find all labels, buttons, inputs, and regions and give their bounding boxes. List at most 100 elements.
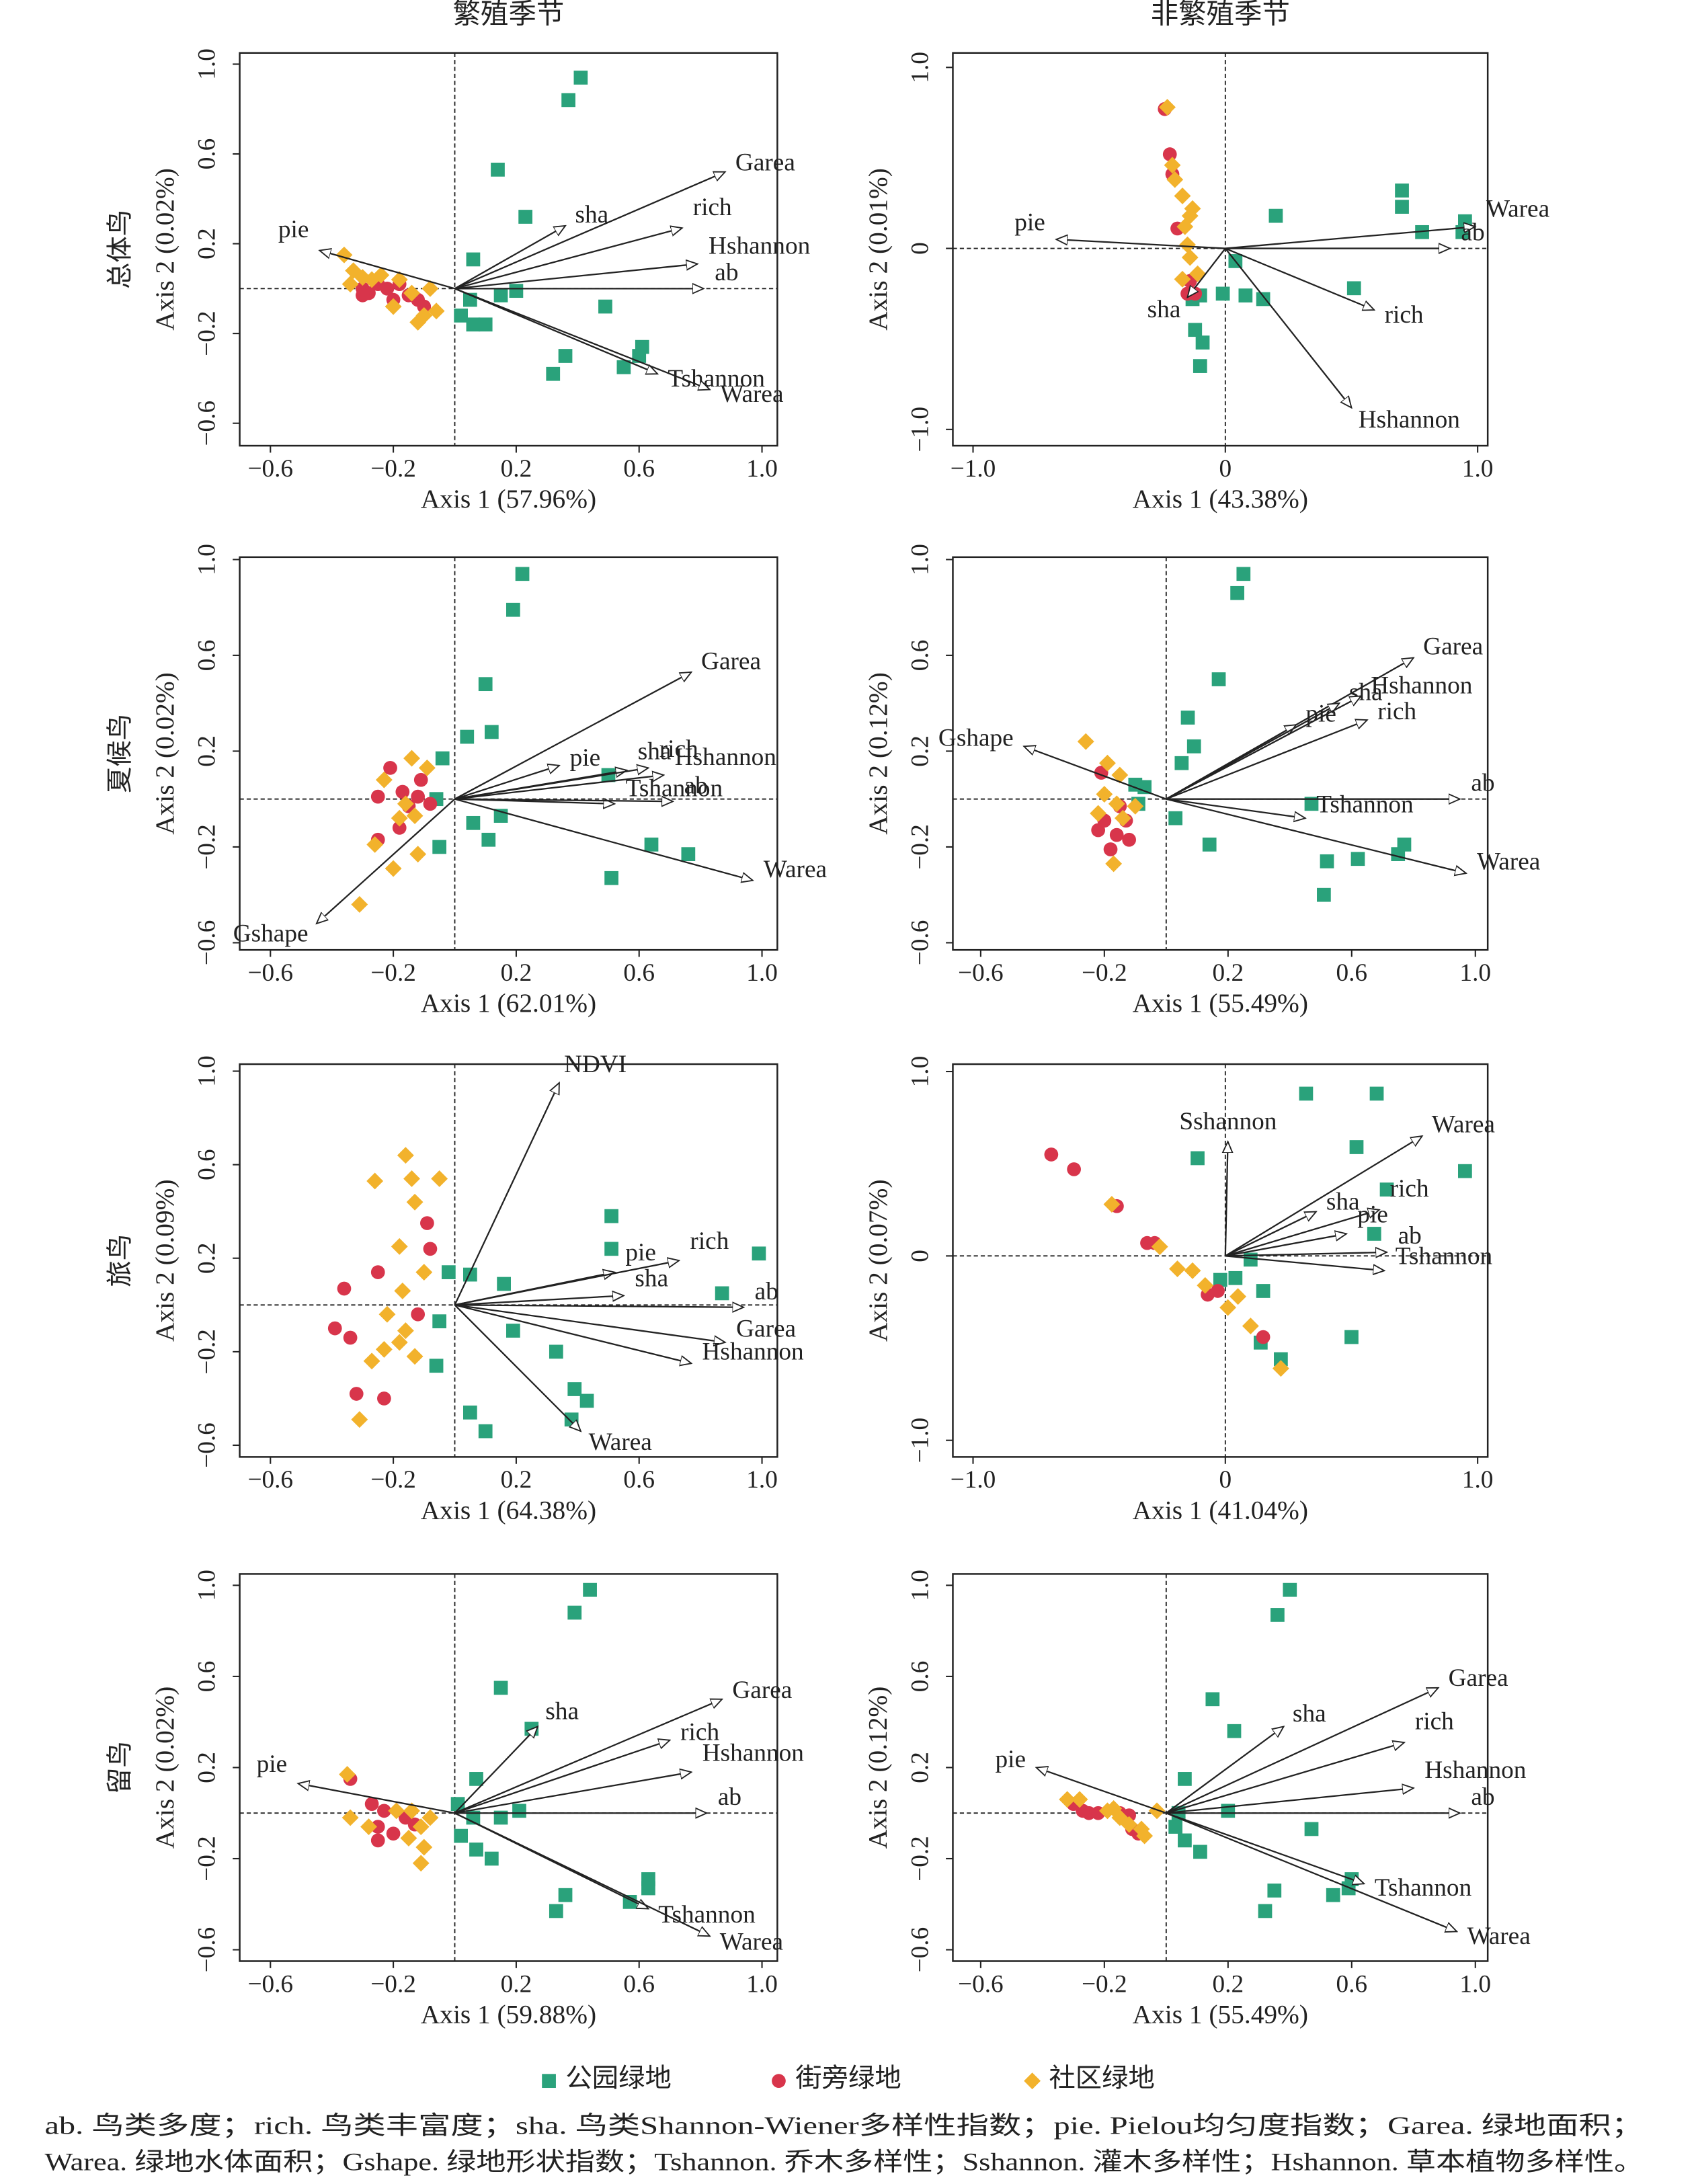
arrow bbox=[454, 1304, 692, 1363]
arrow-label: Garea bbox=[732, 1676, 792, 1704]
point bbox=[1077, 733, 1094, 750]
arrow-label: ab bbox=[1398, 1222, 1422, 1250]
point bbox=[1166, 171, 1184, 188]
arrow-label: Gshape bbox=[233, 920, 309, 948]
point bbox=[363, 1352, 380, 1370]
arrow bbox=[454, 1295, 624, 1306]
arrow bbox=[454, 1812, 710, 1937]
point bbox=[432, 1314, 447, 1329]
y-tick-label: 0.6 bbox=[194, 138, 221, 170]
arrow bbox=[1225, 1210, 1379, 1257]
arrow bbox=[1166, 1788, 1414, 1814]
x-axis-label: Axis 1 (64.38%) bbox=[421, 1495, 596, 1525]
point bbox=[420, 1216, 434, 1230]
y-axis-label: Axis 2 (0.02%) bbox=[150, 672, 179, 835]
point bbox=[431, 1170, 448, 1187]
point bbox=[478, 317, 493, 332]
x-axis-label: Axis 1 (41.04%) bbox=[1133, 1495, 1308, 1525]
point bbox=[1178, 1833, 1192, 1848]
point bbox=[392, 821, 407, 835]
point bbox=[395, 784, 410, 799]
point bbox=[370, 1265, 385, 1279]
y-axis-label: Axis 2 (0.09%) bbox=[150, 1179, 179, 1342]
arrow-label: Hshannon bbox=[709, 233, 811, 260]
arrow-label: Garea bbox=[1449, 1664, 1508, 1692]
arrow-label: ab bbox=[715, 259, 738, 286]
legend-label: 街旁绿地 bbox=[795, 2064, 901, 2093]
arrow-label: pie bbox=[257, 1750, 288, 1778]
point bbox=[1317, 887, 1331, 902]
point bbox=[370, 1833, 385, 1848]
point bbox=[549, 1344, 563, 1359]
arrow-label: Warea bbox=[589, 1428, 653, 1456]
point bbox=[356, 288, 370, 302]
point bbox=[1267, 1884, 1282, 1898]
arrow bbox=[319, 251, 455, 290]
arrow-label: NDVI bbox=[564, 1051, 627, 1078]
point bbox=[478, 1424, 493, 1439]
x-tick-label: 0.6 bbox=[623, 959, 655, 987]
y-tick-label: 0.2 bbox=[906, 1752, 934, 1783]
point bbox=[1193, 359, 1207, 373]
point bbox=[1197, 1277, 1214, 1294]
arrow bbox=[454, 1740, 670, 1814]
point bbox=[604, 1242, 618, 1256]
point bbox=[462, 1267, 477, 1282]
point bbox=[341, 276, 359, 293]
arrow-label: ab bbox=[718, 1783, 741, 1811]
plot-frame bbox=[952, 52, 1489, 447]
point bbox=[1211, 1284, 1225, 1298]
arrow-label: Tshannon bbox=[1396, 1243, 1493, 1270]
y-tick-label: −0.2 bbox=[194, 311, 221, 356]
point bbox=[1258, 1904, 1273, 1918]
point bbox=[466, 252, 481, 267]
y-tick-label: −0.2 bbox=[906, 1836, 934, 1882]
point bbox=[1168, 1820, 1182, 1834]
y-tick-label: 0.6 bbox=[194, 640, 221, 672]
point bbox=[1105, 1800, 1123, 1817]
point bbox=[335, 246, 353, 264]
arrow bbox=[1188, 247, 1226, 298]
point bbox=[460, 729, 475, 744]
arrow bbox=[1056, 239, 1225, 249]
arrow-label: Tshannon bbox=[658, 1901, 756, 1929]
x-tick-label: 0.2 bbox=[501, 959, 532, 987]
y-tick-label: −0.6 bbox=[194, 401, 221, 446]
column-title: 繁殖季节 bbox=[453, 0, 565, 29]
point bbox=[1193, 1845, 1207, 1859]
point bbox=[1179, 236, 1196, 253]
y-tick-label: 1.0 bbox=[194, 1055, 221, 1087]
point bbox=[1096, 786, 1113, 803]
arrow-label: pie bbox=[1357, 1201, 1388, 1228]
point bbox=[1256, 1330, 1270, 1344]
y-tick-label: 1.0 bbox=[906, 1056, 934, 1088]
y-tick-label: −0.2 bbox=[194, 1329, 221, 1375]
point bbox=[567, 1605, 582, 1620]
arrow-label: Garea bbox=[1423, 633, 1483, 661]
arrow bbox=[1166, 1742, 1404, 1814]
arrow bbox=[454, 226, 566, 290]
arrow-label: rich bbox=[1377, 698, 1416, 725]
point bbox=[604, 871, 618, 885]
y-axis-label: Axis 2 (0.12%) bbox=[863, 672, 893, 835]
column-title: 非繁殖季节 bbox=[1151, 0, 1290, 29]
arrow bbox=[1224, 247, 1352, 408]
point bbox=[1346, 281, 1361, 296]
point bbox=[432, 840, 447, 854]
row-title: 总体鸟 bbox=[106, 210, 135, 289]
arrow bbox=[454, 766, 559, 800]
point bbox=[1299, 1086, 1314, 1101]
arrow-label: rich bbox=[693, 194, 732, 221]
x-tick-label: −0.6 bbox=[958, 1970, 1004, 1998]
arrow-label: Hshannon bbox=[702, 1338, 805, 1366]
point bbox=[429, 1359, 444, 1373]
plot-frame bbox=[239, 52, 778, 447]
arrow bbox=[1225, 1255, 1384, 1270]
x-tick-label: −0.2 bbox=[1082, 959, 1127, 987]
y-tick-label: −0.6 bbox=[906, 1927, 934, 1973]
arrow-label: pie bbox=[278, 216, 309, 243]
y-tick-label: 0.6 bbox=[906, 640, 934, 672]
point bbox=[1211, 672, 1226, 686]
point bbox=[1367, 1227, 1381, 1241]
arrow bbox=[454, 1772, 692, 1814]
